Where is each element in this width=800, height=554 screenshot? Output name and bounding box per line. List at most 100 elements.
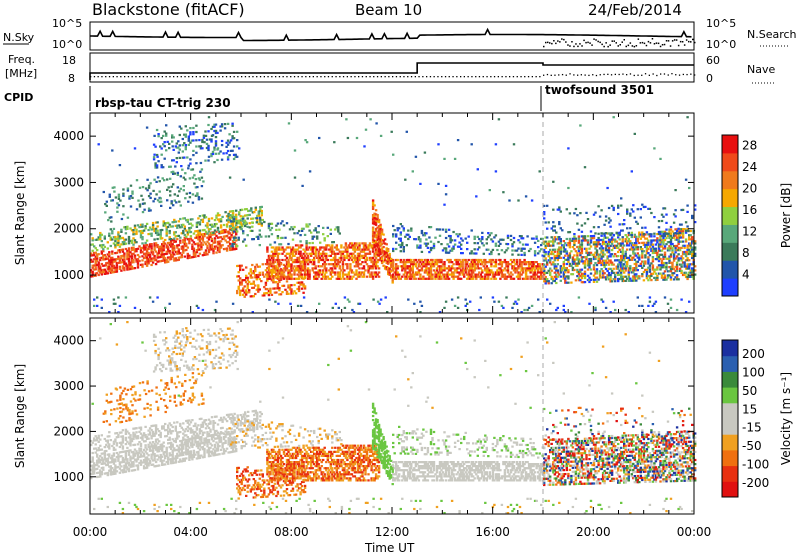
data-cell <box>353 265 357 268</box>
data-cell <box>266 279 269 282</box>
data-cell <box>242 287 245 290</box>
data-cell <box>347 277 351 280</box>
data-cell <box>285 263 289 266</box>
data-cell <box>233 220 236 223</box>
data-cell <box>246 217 249 220</box>
data-cell <box>653 251 656 254</box>
data-cell <box>373 212 376 215</box>
data-cell <box>541 237 544 240</box>
data-cell <box>402 229 405 232</box>
data-cell <box>260 235 263 238</box>
data-cell <box>236 275 239 278</box>
data-cell <box>266 250 269 253</box>
data-cell <box>435 267 439 270</box>
nave-point <box>176 76 179 78</box>
data-cell <box>470 258 473 262</box>
data-cell <box>461 265 464 268</box>
data-cell <box>380 239 384 242</box>
data-cell <box>297 287 301 290</box>
data-cell <box>126 266 129 269</box>
data-cell <box>157 160 160 163</box>
data-cell <box>306 258 310 262</box>
data-cell <box>654 258 658 261</box>
data-cell <box>287 252 290 255</box>
data-cell <box>461 263 464 266</box>
data-cell <box>675 228 679 231</box>
data-cell <box>215 234 218 237</box>
data-cell <box>565 252 568 255</box>
data-cell <box>228 232 232 235</box>
data-cell <box>668 232 671 235</box>
data-cell <box>487 275 490 278</box>
data-cell <box>417 269 421 272</box>
data-cell <box>527 249 531 253</box>
data-cell <box>153 244 156 247</box>
data-cell <box>320 252 323 255</box>
nave-point <box>626 74 628 76</box>
data-cell <box>559 279 562 282</box>
data-cell <box>594 247 597 250</box>
data-cell <box>627 244 630 247</box>
data-cell <box>176 173 179 176</box>
date-title: 24/Feb/2014 <box>588 1 682 19</box>
data-cell <box>404 275 407 278</box>
data-cell <box>632 256 635 259</box>
data-cell <box>506 236 510 239</box>
nave-point <box>256 76 258 78</box>
data-cell <box>374 271 378 274</box>
data-cell <box>553 279 556 283</box>
data-cell <box>603 259 606 262</box>
data-cell <box>612 255 615 258</box>
data-cell <box>380 259 384 262</box>
data-cell <box>600 261 603 264</box>
data-cell <box>559 246 562 249</box>
data-cell <box>257 237 260 240</box>
data-cell <box>633 252 636 255</box>
data-cell <box>118 267 122 270</box>
nave-point <box>663 73 666 75</box>
data-cell <box>257 288 260 291</box>
data-cell <box>323 252 326 255</box>
data-cell <box>686 259 689 262</box>
data-cell <box>672 259 676 262</box>
data-cell <box>374 213 378 216</box>
data-cell <box>235 228 238 231</box>
nave-point <box>577 74 579 76</box>
data-cell <box>242 217 245 220</box>
data-cell <box>444 267 448 270</box>
data-cell <box>119 199 122 202</box>
data-cell <box>190 139 194 142</box>
data-cell <box>96 272 99 275</box>
data-cell <box>258 273 261 276</box>
data-cell <box>641 231 644 234</box>
data-cell <box>275 248 278 251</box>
nsearch-point <box>569 45 571 47</box>
data-cell <box>390 259 393 262</box>
data-cell <box>376 232 379 235</box>
data-cell <box>320 265 323 268</box>
data-cell <box>559 275 562 278</box>
data-cell <box>617 204 620 207</box>
data-cell <box>520 249 523 252</box>
data-cell <box>229 245 233 248</box>
data-cell <box>656 233 659 236</box>
data-cell <box>694 265 697 268</box>
nave-label: Nave <box>747 63 775 76</box>
data-cell <box>594 276 597 279</box>
data-cell <box>349 275 352 278</box>
data-cell <box>449 235 452 238</box>
data-cell <box>485 242 488 245</box>
data-cell <box>659 253 662 256</box>
data-cell <box>604 245 608 248</box>
data-cell <box>558 238 561 241</box>
data-cell <box>185 229 188 232</box>
data-cell <box>290 292 293 295</box>
data-cell <box>423 263 427 266</box>
data-cell <box>219 224 223 227</box>
data-cell <box>620 242 623 245</box>
data-cell <box>564 242 567 245</box>
data-cell <box>399 246 402 249</box>
data-cell <box>688 234 691 237</box>
data-cell <box>491 240 495 243</box>
data-cell <box>185 242 188 245</box>
